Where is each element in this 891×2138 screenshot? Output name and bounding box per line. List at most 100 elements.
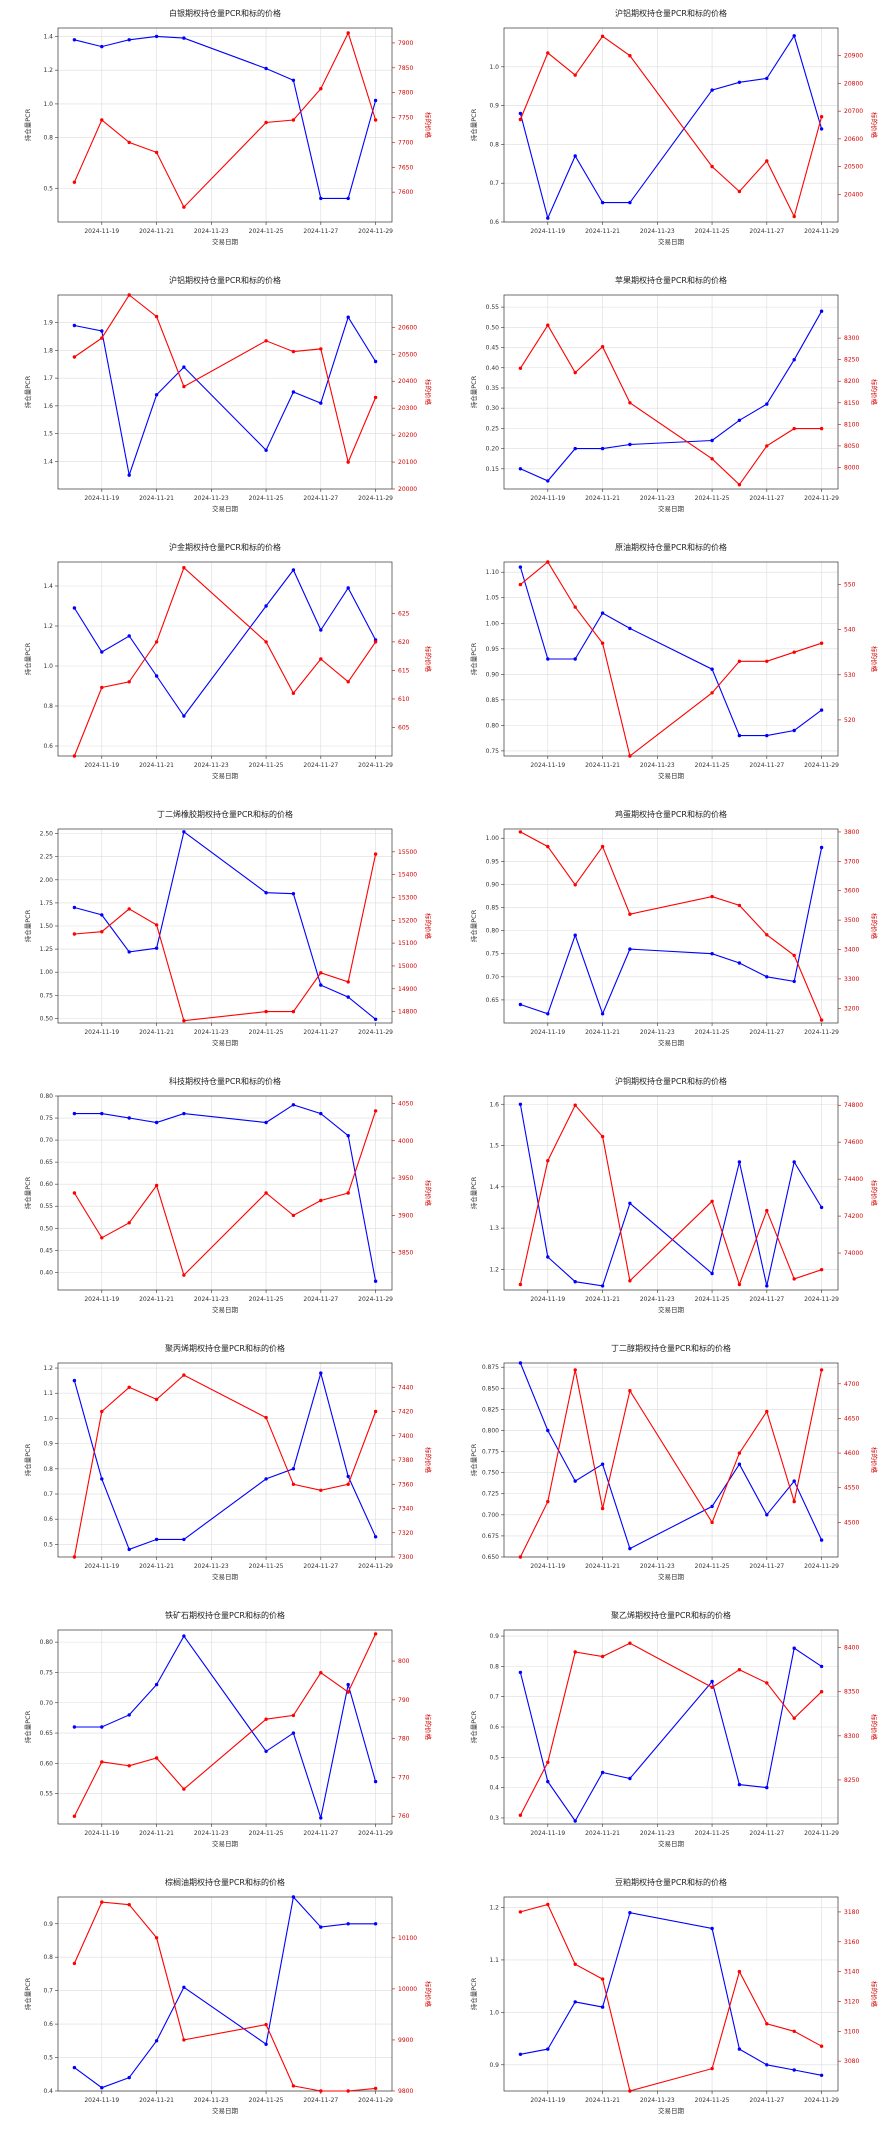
y-tick-label: 1.2: [489, 1266, 499, 1273]
x-tick-label: 2024-11-29: [358, 1029, 393, 1036]
chart-svg-9: 科技期权持仓量PCR和标的价格 0.40 0.45 0.50 0.55 0.60 0.65 0…: [23, 1076, 433, 1314]
plot-frame: [503, 828, 839, 1024]
y2-axis-label: 标的价格: [424, 112, 433, 139]
y2-tick-label: 20800: [844, 80, 863, 87]
series-1-point: [346, 995, 350, 999]
y-tick-label: 0.5: [43, 185, 53, 192]
y-tick-label: 0.55: [40, 1203, 54, 1210]
y2-tick-label: 8150: [844, 400, 859, 407]
x-tick-label: 2024-11-27: [749, 1563, 784, 1570]
y-tick-label: 1.1: [43, 1390, 53, 1397]
series-2-point: [819, 426, 824, 431]
x-tick-label: 2024-11-21: [139, 1563, 174, 1570]
y2-axis-label: 标的价格: [870, 913, 879, 940]
x-tick-label: 2024-11-29: [358, 228, 393, 235]
y2-tick-label: 74600: [844, 1139, 863, 1146]
chart-svg-15: 棕榈油期权持仓量PCR和标的价格 0.4 0.5 0.6 0.7 0.8 0.9 9800 99…: [23, 1877, 433, 2115]
series-1-point: [100, 1111, 104, 1116]
series-2-point: [182, 1787, 186, 1791]
y-tick-label: 0.6: [43, 2021, 53, 2028]
x-tick-label: 2024-11-29: [358, 1296, 393, 1303]
y-tick-label: 1.10: [486, 569, 500, 576]
series-1-point: [600, 446, 605, 451]
series-2-point: [346, 1690, 350, 1694]
y-axis-label: 持仓量PCR: [23, 909, 32, 942]
x-tick-label: 2024-11-29: [804, 228, 839, 235]
series-1-point: [737, 1160, 742, 1164]
plot-frame: [503, 1095, 839, 1291]
y-axis-label: 持仓量PCR: [23, 108, 32, 141]
series-2-point: [127, 680, 131, 684]
chart-svg-7: 丁二烯橡胶期权持仓量PCR和标的价格 0.50 0.75 1.00 1.25 1.50 1.…: [23, 809, 433, 1047]
y2-axis-label: 标的价格: [870, 379, 879, 406]
chart-panel-10: 沪铜期权持仓量PCR和标的价格 1.2 1.3 1.4 1.5 1.6 74000 74200…: [446, 1068, 891, 1335]
x-tick-label: 2024-11-21: [139, 1830, 174, 1837]
series-2-point: [765, 1409, 769, 1414]
series-1-point: [100, 913, 104, 917]
series-2-point: [319, 87, 323, 91]
y-tick-label: 1.8: [43, 347, 53, 354]
chart-panel-11: 聚丙烯期权持仓量PCR和标的价格 0.5 0.6 0.7 0.8 0.9 1.0 1.1 1.2…: [0, 1335, 445, 1602]
y2-tick-label: 3140: [844, 1969, 859, 1976]
series-2-line: [519, 1369, 823, 1558]
y-tick-label: 1.2: [43, 67, 53, 74]
series-2-point: [628, 912, 632, 916]
y-tick-label: 0.4: [489, 1785, 499, 1792]
chart-title: 沪铝期权持仓量PCR和标的价格: [615, 8, 727, 18]
series-2-point: [291, 1482, 296, 1486]
series-1-point: [72, 905, 77, 910]
series-2-line: [519, 1104, 822, 1287]
chart-svg-3: 沪铝期权持仓量PCR和标的价格 1.4 1.5 1.6 1.7 1.8 1.9 20000 20…: [23, 275, 433, 513]
series-1-line: [74, 1895, 376, 2089]
series-1-point: [319, 983, 323, 987]
series-1-point: [291, 1467, 296, 1471]
y2-tick-label: 9900: [398, 2037, 413, 2044]
series-1-point: [518, 467, 523, 471]
series-2-point: [346, 460, 350, 464]
chart-panel-6: 原油期权持仓量PCR和标的价格 0.75 0.80 0.85 0.90 0.95 1.00 1…: [446, 534, 891, 801]
y2-tick-label: 74200: [844, 1213, 863, 1220]
x-axis-label: 交易日期: [212, 1038, 239, 1047]
y-tick-label: 0.25: [486, 425, 500, 432]
y2-tick-label: 8350: [844, 1689, 859, 1696]
x-tick-label: 2024-11-29: [804, 1563, 839, 1570]
series-1-point: [518, 2052, 523, 2056]
y2-tick-label: 20400: [844, 191, 863, 198]
x-tick-label: 2024-11-29: [358, 2097, 393, 2104]
series-2-point: [546, 51, 550, 55]
x-tick-label: 2024-11-23: [194, 228, 229, 235]
series-2-point: [765, 2022, 769, 2026]
series-2-line: [73, 1901, 376, 2092]
series-2-point: [154, 923, 159, 927]
y2-tick-label: 7400: [398, 1433, 413, 1440]
y-tick-label: 1.5: [43, 431, 53, 438]
series-2-point: [346, 680, 350, 684]
series-2-point: [346, 1191, 350, 1195]
chart-svg-6: 原油期权持仓量PCR和标的价格 0.75 0.80 0.85 0.90 0.95 1.00 1…: [469, 542, 879, 780]
y2-tick-label: 3080: [844, 2058, 859, 2065]
x-tick-label: 2024-11-27: [303, 228, 338, 235]
series-1-point: [518, 565, 523, 569]
series-2-point: [182, 1273, 186, 1277]
x-tick-label: 2024-11-25: [249, 228, 284, 235]
y2-tick-label: 20500: [844, 164, 863, 171]
series-1-point: [72, 1725, 77, 1729]
x-tick-label: 2024-11-25: [695, 1830, 730, 1837]
series-2-point: [100, 336, 104, 340]
series-2-point: [546, 1902, 550, 1907]
x-tick-label: 2024-11-27: [749, 2097, 784, 2104]
series-1-point: [792, 1479, 796, 1483]
series-1-line: [519, 34, 823, 220]
x-tick-label: 2024-11-25: [249, 762, 284, 769]
y-tick-label: 0.55: [40, 1791, 54, 1798]
y-tick-label: 0.9: [43, 1441, 53, 1448]
y-tick-label: 0.725: [482, 1491, 499, 1498]
series-2-point: [573, 1962, 577, 1966]
x-axis-label: 交易日期: [658, 1572, 685, 1581]
y-tick-label: 0.6: [489, 1724, 499, 1731]
y2-tick-label: 8300: [844, 335, 859, 342]
x-tick-label: 2024-11-19: [530, 762, 565, 769]
y2-tick-label: 8100: [844, 421, 859, 428]
series-1-point: [154, 393, 159, 397]
series-2-point: [573, 1650, 577, 1654]
